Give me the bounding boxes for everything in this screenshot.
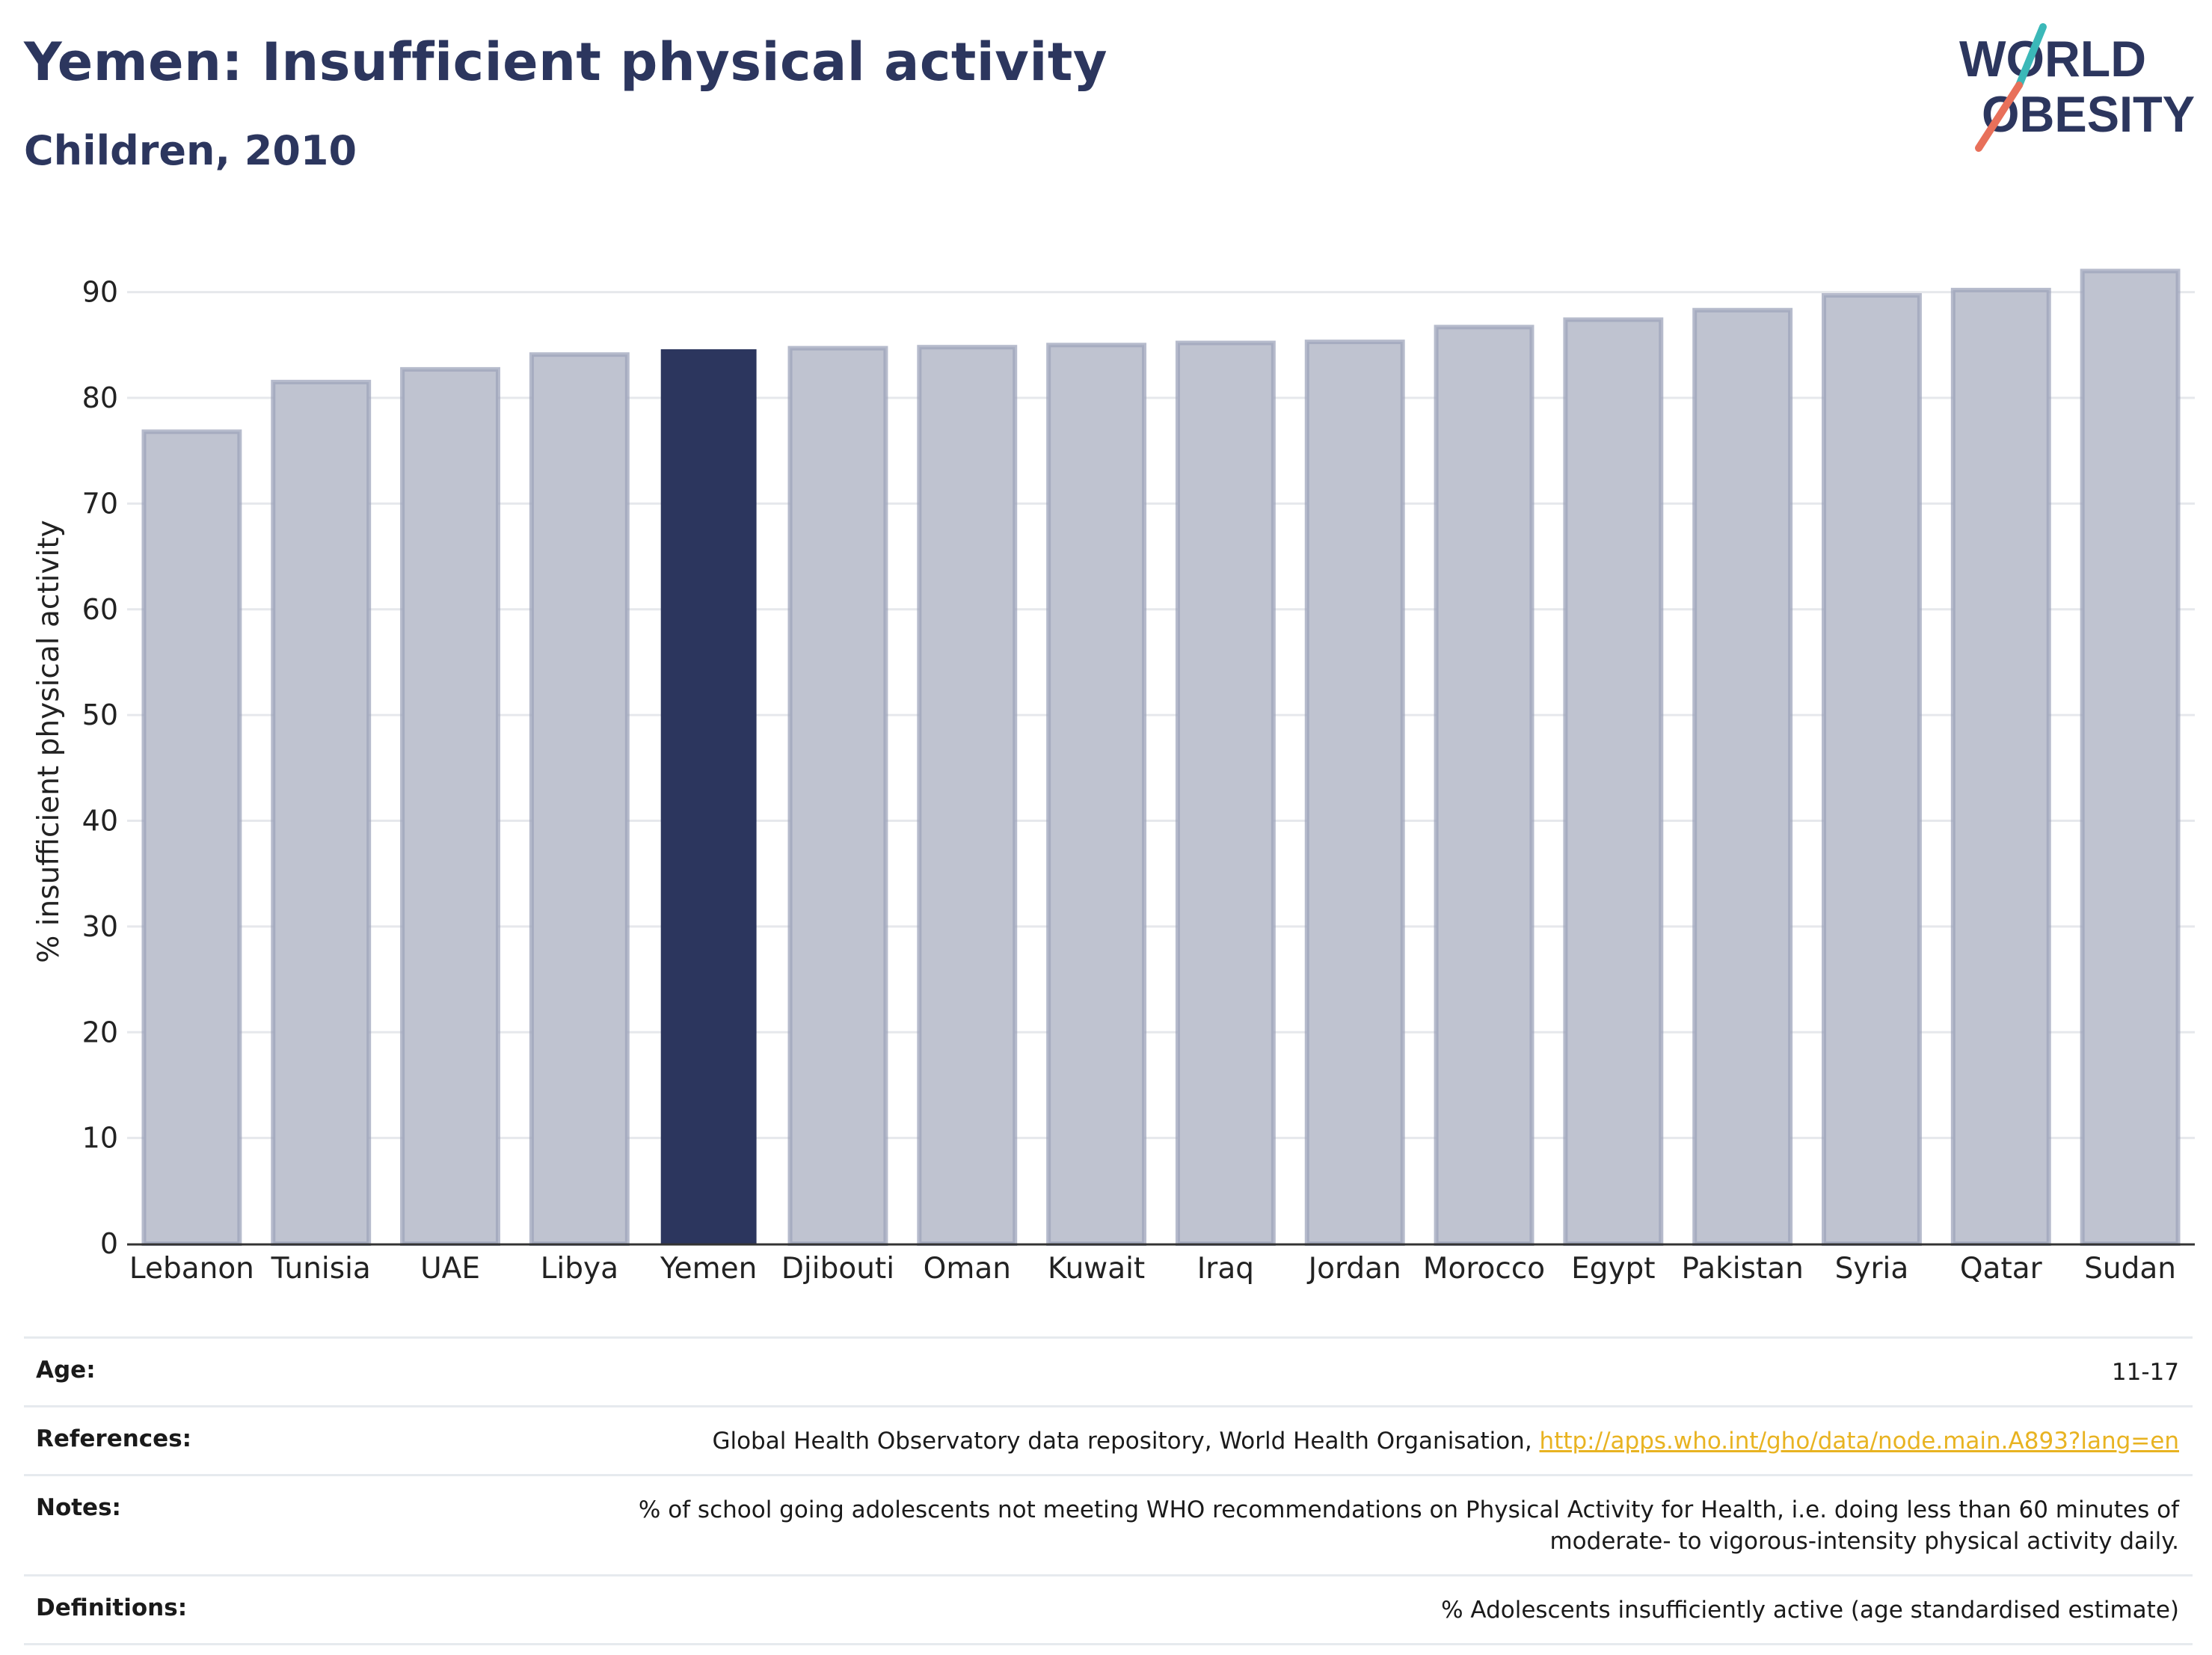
logo-line2: OBESITY [1982,86,2195,143]
notes-line2: moderate- to vigorous-intensity physical… [1549,1528,2179,1556]
bar-lebanon [141,429,242,1246]
definitions-label: Definitions: [36,1594,188,1622]
references-label: References: [36,1425,192,1452]
bar-djibouti [787,346,888,1246]
y-tick-label: 10 [82,1122,118,1155]
age-label: Age: [36,1357,96,1384]
world-obesity-logo: WORLD OBESITY [1959,23,2195,152]
notes-label: Notes: [36,1493,121,1521]
bar-kuwait [1046,343,1147,1247]
bar-morocco [1434,325,1534,1246]
x-tick-label: Qatar [1960,1252,2043,1286]
x-tick-label: Libya [541,1252,618,1286]
x-tick-label: Kuwait [1048,1252,1145,1286]
x-tick-label: Jordan [1306,1252,1401,1286]
x-tick-label: Oman [924,1252,1011,1286]
chart-subtitle: Children, 2010 [24,127,357,174]
bar-pakistan [1692,307,1793,1247]
x-tick-label: Iraq [1197,1252,1254,1286]
bar-yemen [660,349,757,1244]
x-tick-label: Pakistan [1682,1252,1804,1286]
y-tick-label: 80 [82,381,118,414]
bar-uae [400,366,500,1246]
notes-line1: % of school going adolescents not meetin… [638,1496,2179,1523]
bar-syria [1822,292,1922,1246]
y-tick-label: 70 [82,487,118,520]
x-tick-label: Morocco [1423,1252,1545,1286]
x-tick-label: UAE [420,1252,480,1286]
age-value: 11-17 [2111,1359,2179,1386]
y-tick-label: 40 [82,805,118,838]
x-tick-label: Sudan [2084,1252,2176,1286]
y-axis-label: % insufficient physical activity [32,520,66,962]
x-tick-label: Tunisia [271,1252,371,1286]
chart-title: Yemen: Insufficient physical activity [24,31,1107,93]
meta-row-notes: Notes: % of school going adolescents not… [24,1473,2193,1575]
y-tick-label: 50 [82,698,118,731]
meta-row-references: References: Global Health Observatory da… [24,1404,2193,1474]
x-tick-label: Djibouti [781,1252,894,1286]
bar-libya [529,352,630,1247]
notes-value: % of school going adolescents not meetin… [639,1494,2179,1559]
logo-slash-teal [2015,23,2047,89]
bar-egypt [1563,317,1664,1247]
y-tick-label: 60 [82,593,118,626]
bar-oman [917,345,1018,1246]
references-link[interactable]: http://apps.who.int/gho/data/node.main.A… [1539,1427,2179,1455]
meta-row-definitions: Definitions: % Adolescents insufficientl… [24,1574,2193,1645]
meta-row-age: Age: 11-17 [24,1336,2193,1405]
bar-iraq [1175,340,1276,1247]
x-tick-label: Yemen [660,1252,757,1286]
logo-line1: WORLD [1959,31,2146,87]
x-tick-label: Egypt [1571,1252,1656,1286]
definitions-value: % Adolescents insufficiently active (age… [1441,1597,2179,1624]
bar-jordan [1304,340,1405,1247]
bar-qatar [1950,287,2051,1247]
bar-tunisia [271,379,372,1246]
y-tick-label: 20 [82,1016,118,1048]
x-tick-label: Syria [1835,1252,1909,1286]
y-tick-label: 30 [82,910,118,943]
references-text: Global Health Observatory data repositor… [712,1427,1540,1455]
references-value: Global Health Observatory data repositor… [712,1425,2179,1458]
metadata-table: Age: 11-17 References: Global Health Obs… [24,1336,2193,1645]
y-tick-label: 0 [100,1227,118,1260]
y-tick-label: 90 [82,276,118,309]
bar-chart: 0 10 20 30 40 50 60 70 80 90 Lebanon Tunisia UAE Liby… [32,268,2195,1286]
bar-sudan [2080,268,2181,1247]
x-tick-label: Lebanon [129,1252,254,1286]
logo-slash-coral [1975,82,2023,152]
